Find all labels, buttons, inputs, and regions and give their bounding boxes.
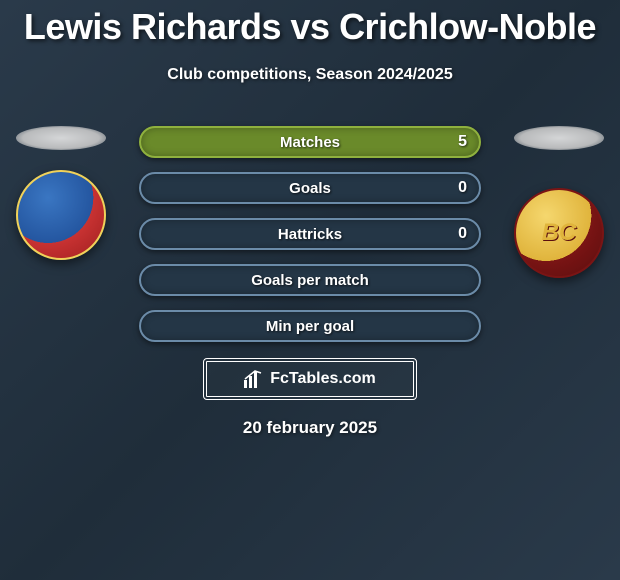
stat-right-value: 0 bbox=[458, 179, 467, 197]
stat-label: Goals bbox=[289, 180, 331, 197]
stat-bar: Goals per match bbox=[139, 264, 481, 296]
stat-right-value: 0 bbox=[458, 225, 467, 243]
stat-label: Hattricks bbox=[278, 226, 342, 243]
stat-label: Goals per match bbox=[251, 272, 369, 289]
stat-bar: Hattricks 0 bbox=[139, 218, 481, 250]
footer-date: 20 february 2025 bbox=[0, 418, 620, 438]
left-player-column bbox=[6, 126, 116, 260]
left-club-badge bbox=[16, 170, 106, 260]
stat-bar: Matches 5 bbox=[139, 126, 481, 158]
brand-badge: FcTables.com bbox=[203, 358, 417, 400]
stat-bar: Min per goal bbox=[139, 310, 481, 342]
stat-bars: Matches 5 Goals 0 Hattricks 0 Goals per match M… bbox=[139, 126, 481, 342]
page-title: Lewis Richards vs Crichlow-Noble bbox=[0, 0, 620, 48]
stat-label: Min per goal bbox=[266, 318, 354, 335]
right-badge-label: BC bbox=[542, 219, 577, 247]
page-subtitle: Club competitions, Season 2024/2025 bbox=[0, 66, 620, 84]
halo-icon bbox=[16, 126, 106, 150]
chart-icon bbox=[244, 370, 264, 388]
stat-right-value: 5 bbox=[458, 133, 467, 151]
halo-icon bbox=[514, 126, 604, 150]
comparison-content: BC Matches 5 Goals 0 Hattricks 0 Goals per mat… bbox=[0, 126, 620, 438]
stat-bar: Goals 0 bbox=[139, 172, 481, 204]
right-club-badge: BC bbox=[514, 188, 604, 278]
brand-text: FcTables.com bbox=[270, 370, 376, 388]
right-player-column: BC bbox=[504, 126, 614, 278]
stat-label: Matches bbox=[280, 134, 340, 151]
